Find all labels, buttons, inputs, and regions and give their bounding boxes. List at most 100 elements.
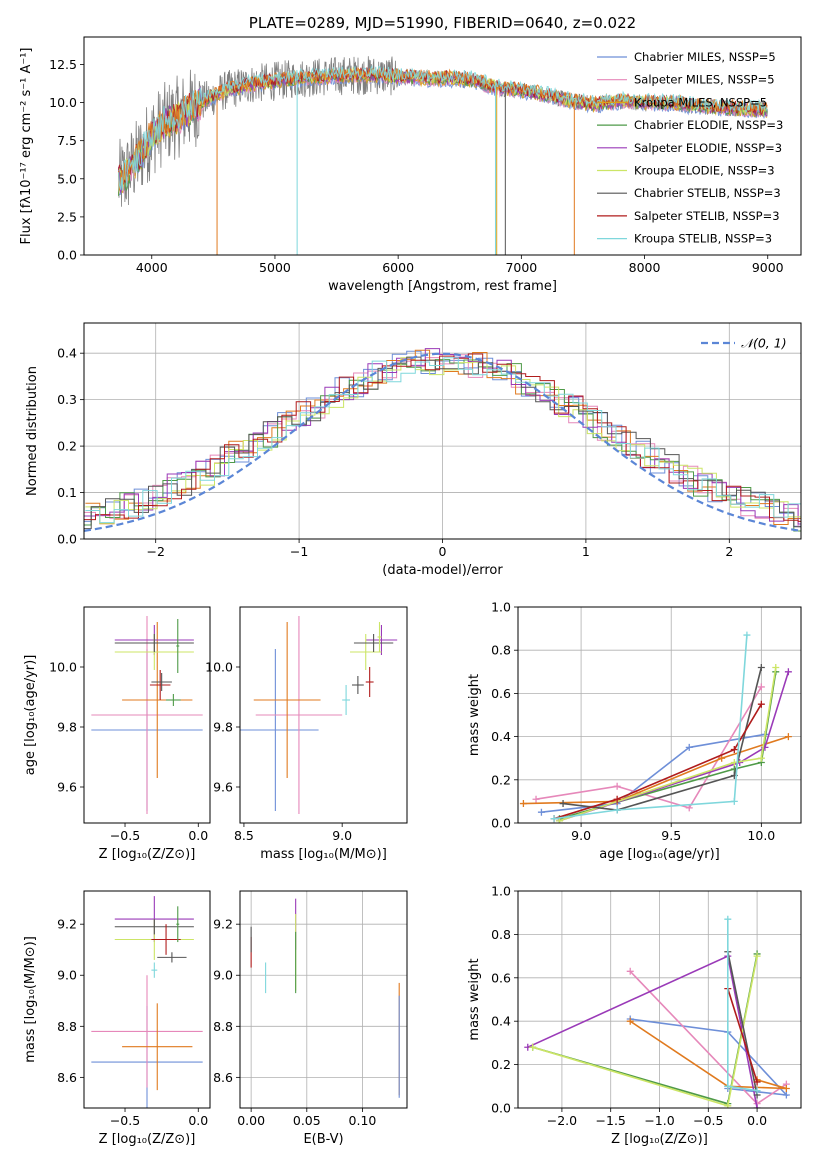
y-tick-label: 8.8 — [213, 1019, 233, 1034]
y-tick-label: 0.2 — [491, 1057, 511, 1072]
x-axis-label: mass [log₁₀(M/M⊙)] — [260, 847, 387, 862]
ticks: 4000 5000 6000 7000 8000 9000 0.0 2.5 5.0 7.5 10.0… — [49, 57, 784, 275]
ticks: −2 −1 0 1 2 0.0 0.1 0.2 0.3 0.4 — [57, 346, 733, 559]
x-axis-label: age [log₁₀(age/yr)] — [599, 847, 720, 862]
spectrum-panel: 4000 5000 6000 7000 8000 9000 0.0 2.5 5.0 7.5 10.0… — [19, 14, 802, 294]
x-tick-label: −0.5 — [110, 828, 140, 843]
y-tick-label: 0.8 — [491, 643, 511, 658]
weight-marker — [626, 967, 634, 975]
weight-marker — [550, 815, 558, 823]
y-tick-label: 9.6 — [213, 780, 233, 795]
y-tick-label: 10.0 — [49, 95, 77, 110]
ticks: 0.00 0.05 0.10 8.6 8.8 9.0 9.2 — [213, 917, 376, 1128]
axes-frame — [83, 890, 211, 1109]
weight-line-chabrier_miles — [541, 733, 766, 813]
x-tick-label: 9.5 — [661, 828, 681, 843]
weight-marker — [784, 733, 792, 741]
x-axis-label: wavelength [Angstrom, rest frame] — [328, 279, 557, 294]
ticks: −0.5 0.0 8.6 8.8 9.0 9.2 — [57, 917, 208, 1128]
y-tick-label: 2.5 — [57, 209, 77, 224]
legend-label: Chabrier ELODIE, NSSP=3 — [634, 118, 783, 132]
y-tick-label: 7.5 — [57, 133, 77, 148]
y-axis-label: Flux [fλ10⁻¹⁷ erg cm⁻² s⁻¹ A⁻¹] — [19, 48, 34, 245]
legend-label: Kroupa MILES, NSSP=5 — [634, 95, 767, 109]
x-tick-label: 0.0 — [188, 828, 208, 843]
weight-marker — [730, 797, 738, 805]
y-tick-label: 0.1 — [57, 485, 77, 500]
weight-line-chabrier_elodie — [559, 671, 777, 820]
histogram-salpeter_miles — [84, 354, 801, 528]
weight-marker — [743, 631, 751, 639]
errorbar-point — [351, 676, 364, 694]
x-tick-label: −1.0 — [644, 1113, 674, 1128]
weight-marker — [757, 754, 765, 762]
y-tick-label: 0.3 — [57, 392, 77, 407]
errorbar-point — [114, 634, 194, 652]
legend-label: Chabrier STELIB, NSSP=3 — [634, 186, 781, 200]
x-tick-label: 0.10 — [349, 1113, 377, 1128]
x-tick-label: 10.0 — [747, 828, 775, 843]
y-tick-label: 9.2 — [57, 917, 77, 932]
y-tick-label: 0.8 — [491, 927, 511, 942]
age-weight-panel: 9.0 9.5 10.0 0.0 0.2 0.4 0.6 0.8 1.0 age [log₁₀(a… — [467, 600, 802, 862]
errorbar-point — [166, 694, 181, 706]
plot-area — [524, 915, 790, 1108]
histogram-salpeter_stelib — [84, 353, 801, 522]
y-tick-label: 0.0 — [491, 1101, 511, 1116]
errorbar-point — [377, 622, 382, 652]
x-axis-label: Z [log₁₀(Z/Z⊙)] — [99, 1132, 196, 1147]
model-spectrum-kroupa_stelib — [118, 64, 768, 191]
weight-line-salpeter_stelib — [553, 703, 762, 820]
weight-line-chabrier_stelib — [727, 951, 758, 1096]
y-axis-label: mass weight — [467, 674, 482, 756]
histogram-kroupa_stelib — [85, 357, 801, 524]
legend-label: 𝒩(0, 1) — [741, 336, 787, 351]
x-tick-label: 9.0 — [332, 828, 352, 843]
x-tick-label: −1 — [290, 544, 308, 559]
plot-area — [519, 631, 792, 823]
legend-label: Salpeter MILES, NSSP=5 — [634, 73, 775, 87]
y-tick-label: 9.2 — [213, 917, 233, 932]
y-tick-label: 9.0 — [213, 968, 233, 983]
weight-marker — [753, 1087, 761, 1095]
y-tick-label: 10.0 — [49, 660, 77, 675]
weight-marker — [613, 782, 621, 790]
y-tick-label: 0.2 — [57, 439, 77, 454]
z-weight-panel: −2.0 −1.5 −1.0 −0.5 0.0 0.0 0.2 0.4 0.6 0.8 1.0 Z [… — [467, 884, 802, 1147]
axes-box — [83, 890, 211, 1109]
errorbar-point — [151, 962, 158, 978]
weight-marker — [782, 1091, 790, 1099]
axes-frame — [83, 36, 802, 256]
weight-marker — [532, 795, 540, 803]
errorbar-point — [176, 906, 180, 943]
legend-label: Chabrier MILES, NSSP=5 — [634, 50, 776, 64]
x-tick-label: 0.00 — [237, 1113, 265, 1128]
legend: 𝒩(0, 1) — [701, 336, 787, 351]
errorbar-point — [114, 919, 194, 935]
x-tick-label: 8.5 — [234, 828, 254, 843]
weight-line-kroupa_stelib — [553, 635, 748, 820]
y-axis-label: age [log₁₀(age/yr)] — [23, 655, 38, 776]
y-tick-label: 9.6 — [57, 780, 77, 795]
legend-label: Salpeter STELIB, NSSP=3 — [634, 209, 780, 223]
y-tick-label: 0.6 — [491, 686, 511, 701]
weight-line-kroupa_elodie — [559, 667, 777, 822]
plot-area — [91, 896, 203, 1108]
y-tick-label: 9.0 — [57, 968, 77, 983]
x-tick-label: −0.5 — [693, 1113, 723, 1128]
x-axis-label: E(B-V) — [303, 1132, 343, 1147]
x-tick-label: 0.05 — [293, 1113, 321, 1128]
ticks: −2.0 −1.5 −1.0 −0.5 0.0 0.0 0.2 0.4 0.6 0.8 1.0 — [491, 884, 767, 1129]
weight-marker — [724, 915, 732, 923]
errorbar-point — [365, 625, 398, 655]
y-axis-label: mass weight — [467, 958, 482, 1040]
plot-area — [118, 56, 768, 255]
y-tick-label: 5.0 — [57, 171, 77, 186]
errorbar-point — [149, 670, 171, 700]
weight-marker — [730, 746, 738, 754]
x-tick-label: −2 — [146, 544, 164, 559]
weight-marker — [757, 663, 765, 671]
errorbar-point — [255, 616, 343, 814]
errorbar-point — [365, 667, 374, 697]
